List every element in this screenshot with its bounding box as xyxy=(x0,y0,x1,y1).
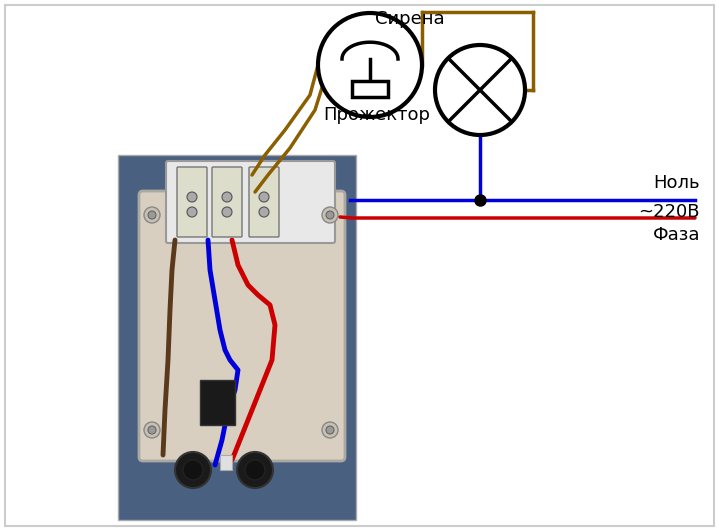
Circle shape xyxy=(326,426,334,434)
Circle shape xyxy=(183,460,203,480)
Circle shape xyxy=(259,207,269,217)
Bar xyxy=(220,455,232,470)
Circle shape xyxy=(144,207,160,223)
FancyBboxPatch shape xyxy=(249,167,279,237)
Text: Ноль: Ноль xyxy=(654,174,700,192)
Bar xyxy=(118,155,356,520)
FancyBboxPatch shape xyxy=(139,191,345,461)
Circle shape xyxy=(245,460,265,480)
Circle shape xyxy=(222,192,232,202)
Circle shape xyxy=(187,207,197,217)
FancyBboxPatch shape xyxy=(166,161,335,243)
Bar xyxy=(200,380,235,425)
Circle shape xyxy=(326,211,334,219)
Circle shape xyxy=(318,13,422,117)
FancyBboxPatch shape xyxy=(177,167,207,237)
Circle shape xyxy=(435,45,525,135)
Text: ~220В: ~220В xyxy=(638,203,700,221)
Circle shape xyxy=(144,422,160,438)
Circle shape xyxy=(148,211,156,219)
Text: Прожектор: Прожектор xyxy=(323,106,430,124)
Circle shape xyxy=(237,452,273,488)
Circle shape xyxy=(222,207,232,217)
Text: Сирена: Сирена xyxy=(375,10,444,28)
Circle shape xyxy=(259,192,269,202)
FancyBboxPatch shape xyxy=(212,167,242,237)
Circle shape xyxy=(175,452,211,488)
Bar xyxy=(352,81,388,97)
Circle shape xyxy=(187,192,197,202)
Circle shape xyxy=(148,426,156,434)
Circle shape xyxy=(322,207,338,223)
Text: Фаза: Фаза xyxy=(653,226,700,244)
Circle shape xyxy=(322,422,338,438)
